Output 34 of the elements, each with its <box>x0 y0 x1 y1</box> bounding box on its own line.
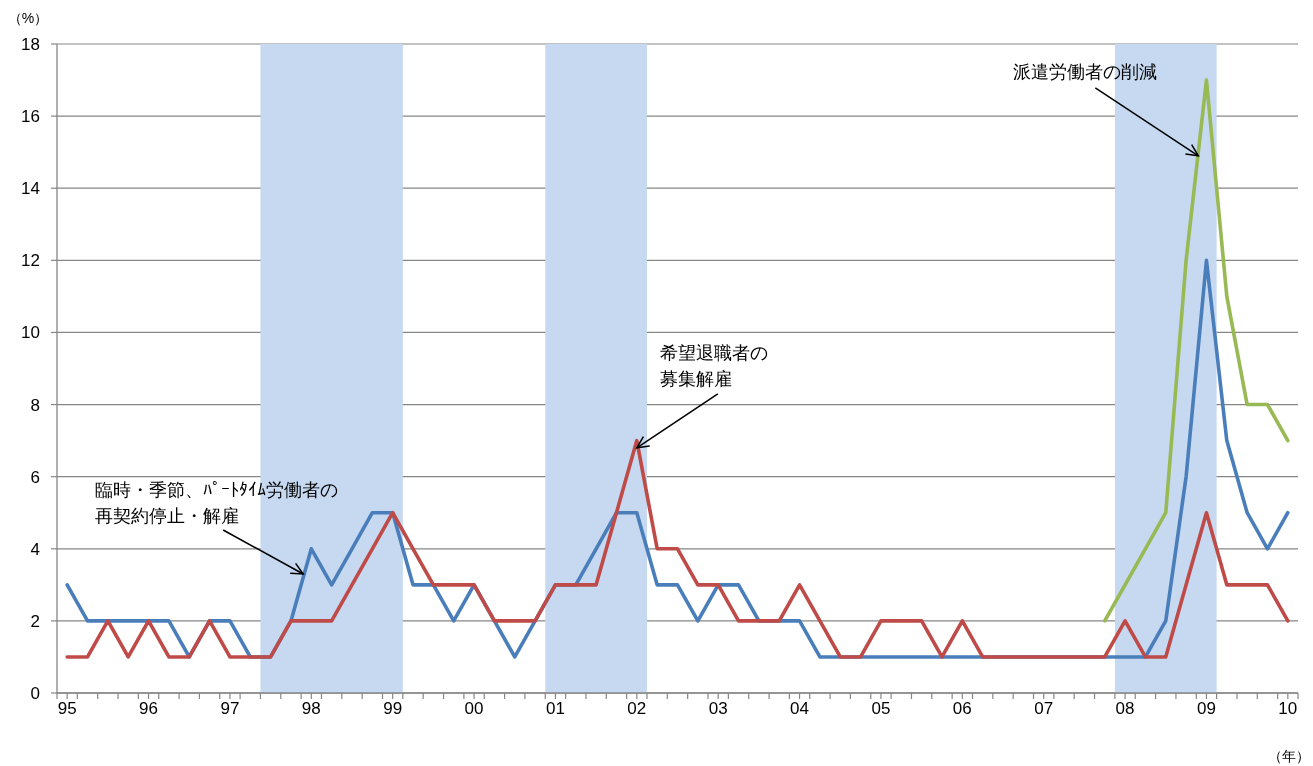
annotation: 希望退職者の募集解雇 <box>635 342 768 449</box>
x-tick-label: 01 <box>545 699 565 718</box>
x-tick-label: 10 <box>1278 699 1298 718</box>
x-tick-label: 96 <box>139 699 159 718</box>
x-axis-title: （年） <box>1268 748 1310 764</box>
x-tick-label: 95 <box>57 699 77 718</box>
y-tick-label: 2 <box>30 611 40 631</box>
x-tick-label: 97 <box>220 699 240 718</box>
x-tick-label: 00 <box>464 699 484 718</box>
y-tick-label: 18 <box>21 35 40 54</box>
x-tick-label: 06 <box>952 699 972 718</box>
y-tick-label: 8 <box>30 395 40 415</box>
y-axis-title: （%） <box>7 10 49 26</box>
y-tick-label: 0 <box>30 684 40 703</box>
annotation: 希望退職者の募集解雇 <box>659 342 768 389</box>
annotation: 派遣労働者の削減 <box>1013 61 1200 157</box>
y-tick-label: 16 <box>21 107 40 127</box>
x-tick-label: 98 <box>301 699 321 718</box>
y-tick-label: 12 <box>21 251 40 271</box>
annotation: 派遣労働者の削減 <box>1013 61 1158 82</box>
y-tick-label: 14 <box>21 179 40 199</box>
x-tick-label: 08 <box>1115 699 1135 718</box>
y-tick-label: 10 <box>21 323 40 343</box>
x-tick-label: 02 <box>627 699 647 718</box>
x-tick-label: 04 <box>790 699 810 718</box>
annotation: 臨時・季節、ﾊﾟｰﾄﾀｲﾑ労働者の再契約停止・解雇 <box>95 480 339 575</box>
annotation: 臨時・季節、ﾊﾟｰﾄﾀｲﾑ労働者の再契約停止・解雇 <box>95 480 339 527</box>
x-tick-label: 03 <box>708 699 728 718</box>
x-tick-label: 05 <box>871 699 891 718</box>
x-tick-label: 99 <box>383 699 403 718</box>
x-tick-label: 07 <box>1034 699 1054 718</box>
y-tick-label: 4 <box>30 539 40 559</box>
y-tick-label: 6 <box>30 467 40 487</box>
x-tick-label: 09 <box>1196 699 1216 718</box>
